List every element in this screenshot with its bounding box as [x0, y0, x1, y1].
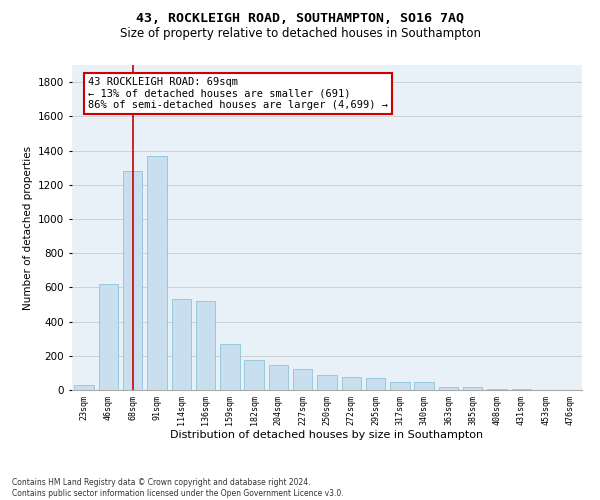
X-axis label: Distribution of detached houses by size in Southampton: Distribution of detached houses by size … — [170, 430, 484, 440]
Bar — [512, 388, 531, 390]
Text: 43 ROCKLEIGH ROAD: 69sqm
← 13% of detached houses are smaller (691)
86% of semi-: 43 ROCKLEIGH ROAD: 69sqm ← 13% of detach… — [88, 77, 388, 110]
Bar — [463, 388, 482, 390]
Bar — [196, 301, 215, 390]
Bar — [99, 284, 118, 390]
Bar — [439, 386, 458, 390]
Bar — [123, 171, 142, 390]
Bar — [293, 370, 313, 390]
Bar — [244, 360, 264, 390]
Text: Contains HM Land Registry data © Crown copyright and database right 2024.
Contai: Contains HM Land Registry data © Crown c… — [12, 478, 344, 498]
Bar — [269, 365, 288, 390]
Bar — [366, 378, 385, 390]
Bar — [415, 382, 434, 390]
Bar — [74, 385, 94, 390]
Bar — [147, 156, 167, 390]
Bar — [341, 377, 361, 390]
Y-axis label: Number of detached properties: Number of detached properties — [23, 146, 32, 310]
Text: Size of property relative to detached houses in Southampton: Size of property relative to detached ho… — [119, 28, 481, 40]
Bar — [487, 388, 507, 390]
Bar — [220, 344, 239, 390]
Bar — [317, 374, 337, 390]
Text: 43, ROCKLEIGH ROAD, SOUTHAMPTON, SO16 7AQ: 43, ROCKLEIGH ROAD, SOUTHAMPTON, SO16 7A… — [136, 12, 464, 26]
Bar — [172, 300, 191, 390]
Bar — [390, 382, 410, 390]
